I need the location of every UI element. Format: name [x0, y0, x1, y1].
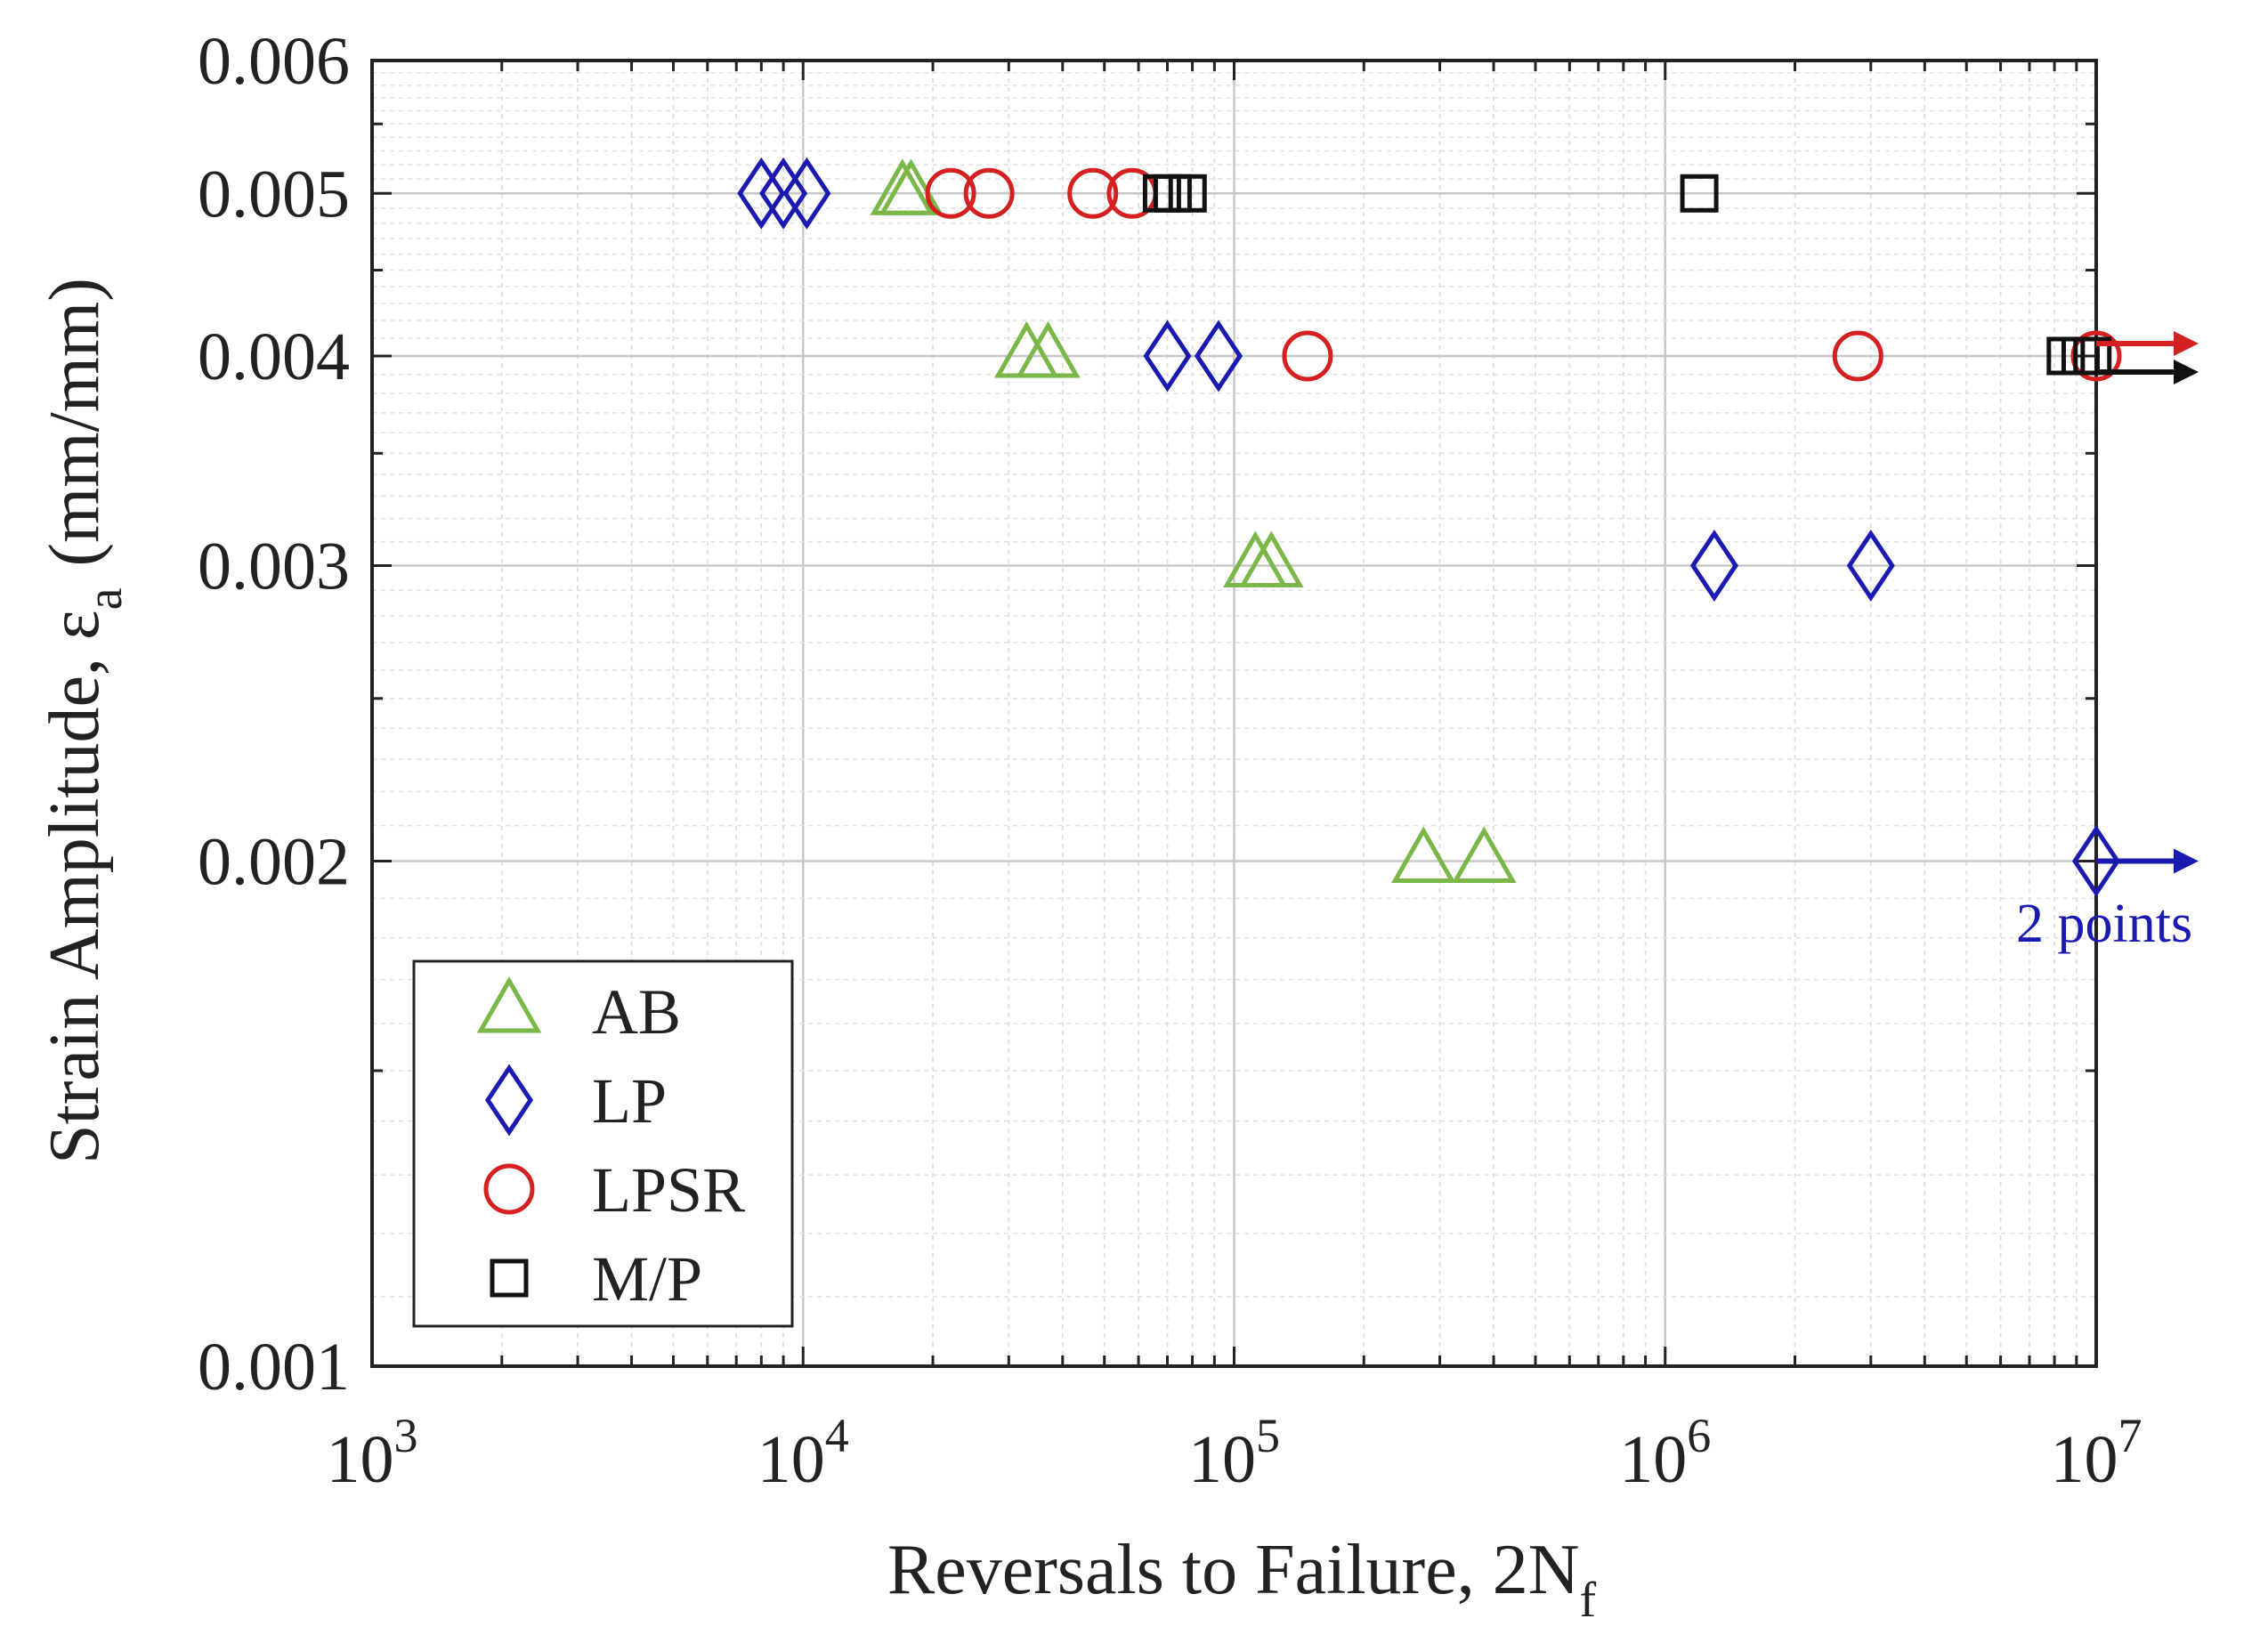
data-point-ab: [879, 158, 944, 215]
data-point-mp: [1680, 174, 1719, 213]
data-point-lp: [1194, 320, 1243, 393]
y-tick-label: 0.002: [198, 824, 350, 899]
data-point-ab: [1239, 530, 1304, 588]
data-point-ab: [1451, 826, 1517, 883]
runout-arrows: [2096, 330, 2199, 874]
x-axis-tick-labels: 103 104 105 106 107: [327, 1409, 2142, 1497]
legend-marker-lp: [484, 1064, 534, 1137]
x-tick-label: 104: [757, 1409, 849, 1497]
runout-arrow-head: [2174, 359, 2199, 384]
legend-label: LPSR: [592, 1154, 745, 1226]
data-point-lp: [2071, 824, 2121, 897]
data-point-ab: [1016, 320, 1081, 378]
data-point-mp: [1168, 174, 1207, 213]
y-tick-label: 0.006: [198, 24, 350, 99]
legend-label: M/P: [592, 1243, 702, 1315]
data-point-lp: [1689, 530, 1738, 603]
x-tick-label: 106: [1619, 1409, 1711, 1497]
annotation-2-points: 2 points: [2016, 894, 2192, 954]
y-tick-label: 0.001: [198, 1330, 350, 1404]
x-axis-title: Reversals to Failure, 2Nf: [887, 1531, 1597, 1628]
legend-label: LP: [592, 1065, 667, 1137]
data-point-lpsr: [1832, 330, 1883, 382]
y-axis-title: Strain Amplitude, εa(mm/mm): [36, 278, 133, 1164]
legend: AB LP LPSR M/P: [412, 959, 794, 1328]
data-point-lp: [1143, 320, 1192, 393]
data-point-mp: [2073, 336, 2112, 376]
data-markers: [737, 157, 2122, 897]
data-point-lp: [737, 157, 786, 230]
y-tick-label: 0.003: [198, 530, 350, 604]
y-tick-label: 0.004: [198, 320, 350, 394]
x-tick-label: 105: [1188, 1409, 1280, 1497]
y-axis-tick-labels: 0.006 0.005 0.004 0.003 0.002 0.001: [198, 24, 350, 1404]
axis-ticks: [370, 59, 2096, 1368]
data-point-lpsr: [1282, 330, 1333, 382]
x-tick-label: 103: [327, 1409, 418, 1497]
data-point-lp: [1846, 530, 1895, 603]
data-point-lp: [782, 157, 831, 230]
data-point-lpsr: [1067, 167, 1119, 219]
legend-marker-ab: [476, 975, 542, 1033]
data-point-lpsr: [925, 167, 976, 219]
y-tick-label: 0.005: [198, 157, 350, 231]
legend-box: [412, 959, 794, 1328]
legend-label: AB: [592, 976, 681, 1048]
data-point-lpsr: [963, 167, 1015, 219]
legend-marker-lpsr: [483, 1163, 535, 1215]
runout-arrow-head: [2174, 848, 2199, 874]
x-tick-label: 107: [2051, 1409, 2142, 1497]
runout-arrow-head: [2174, 330, 2199, 356]
data-point-lp: [759, 157, 808, 230]
data-point-lpsr: [2070, 330, 2122, 382]
data-point-ab: [1390, 826, 1456, 883]
legend-marker-mp: [490, 1258, 529, 1298]
